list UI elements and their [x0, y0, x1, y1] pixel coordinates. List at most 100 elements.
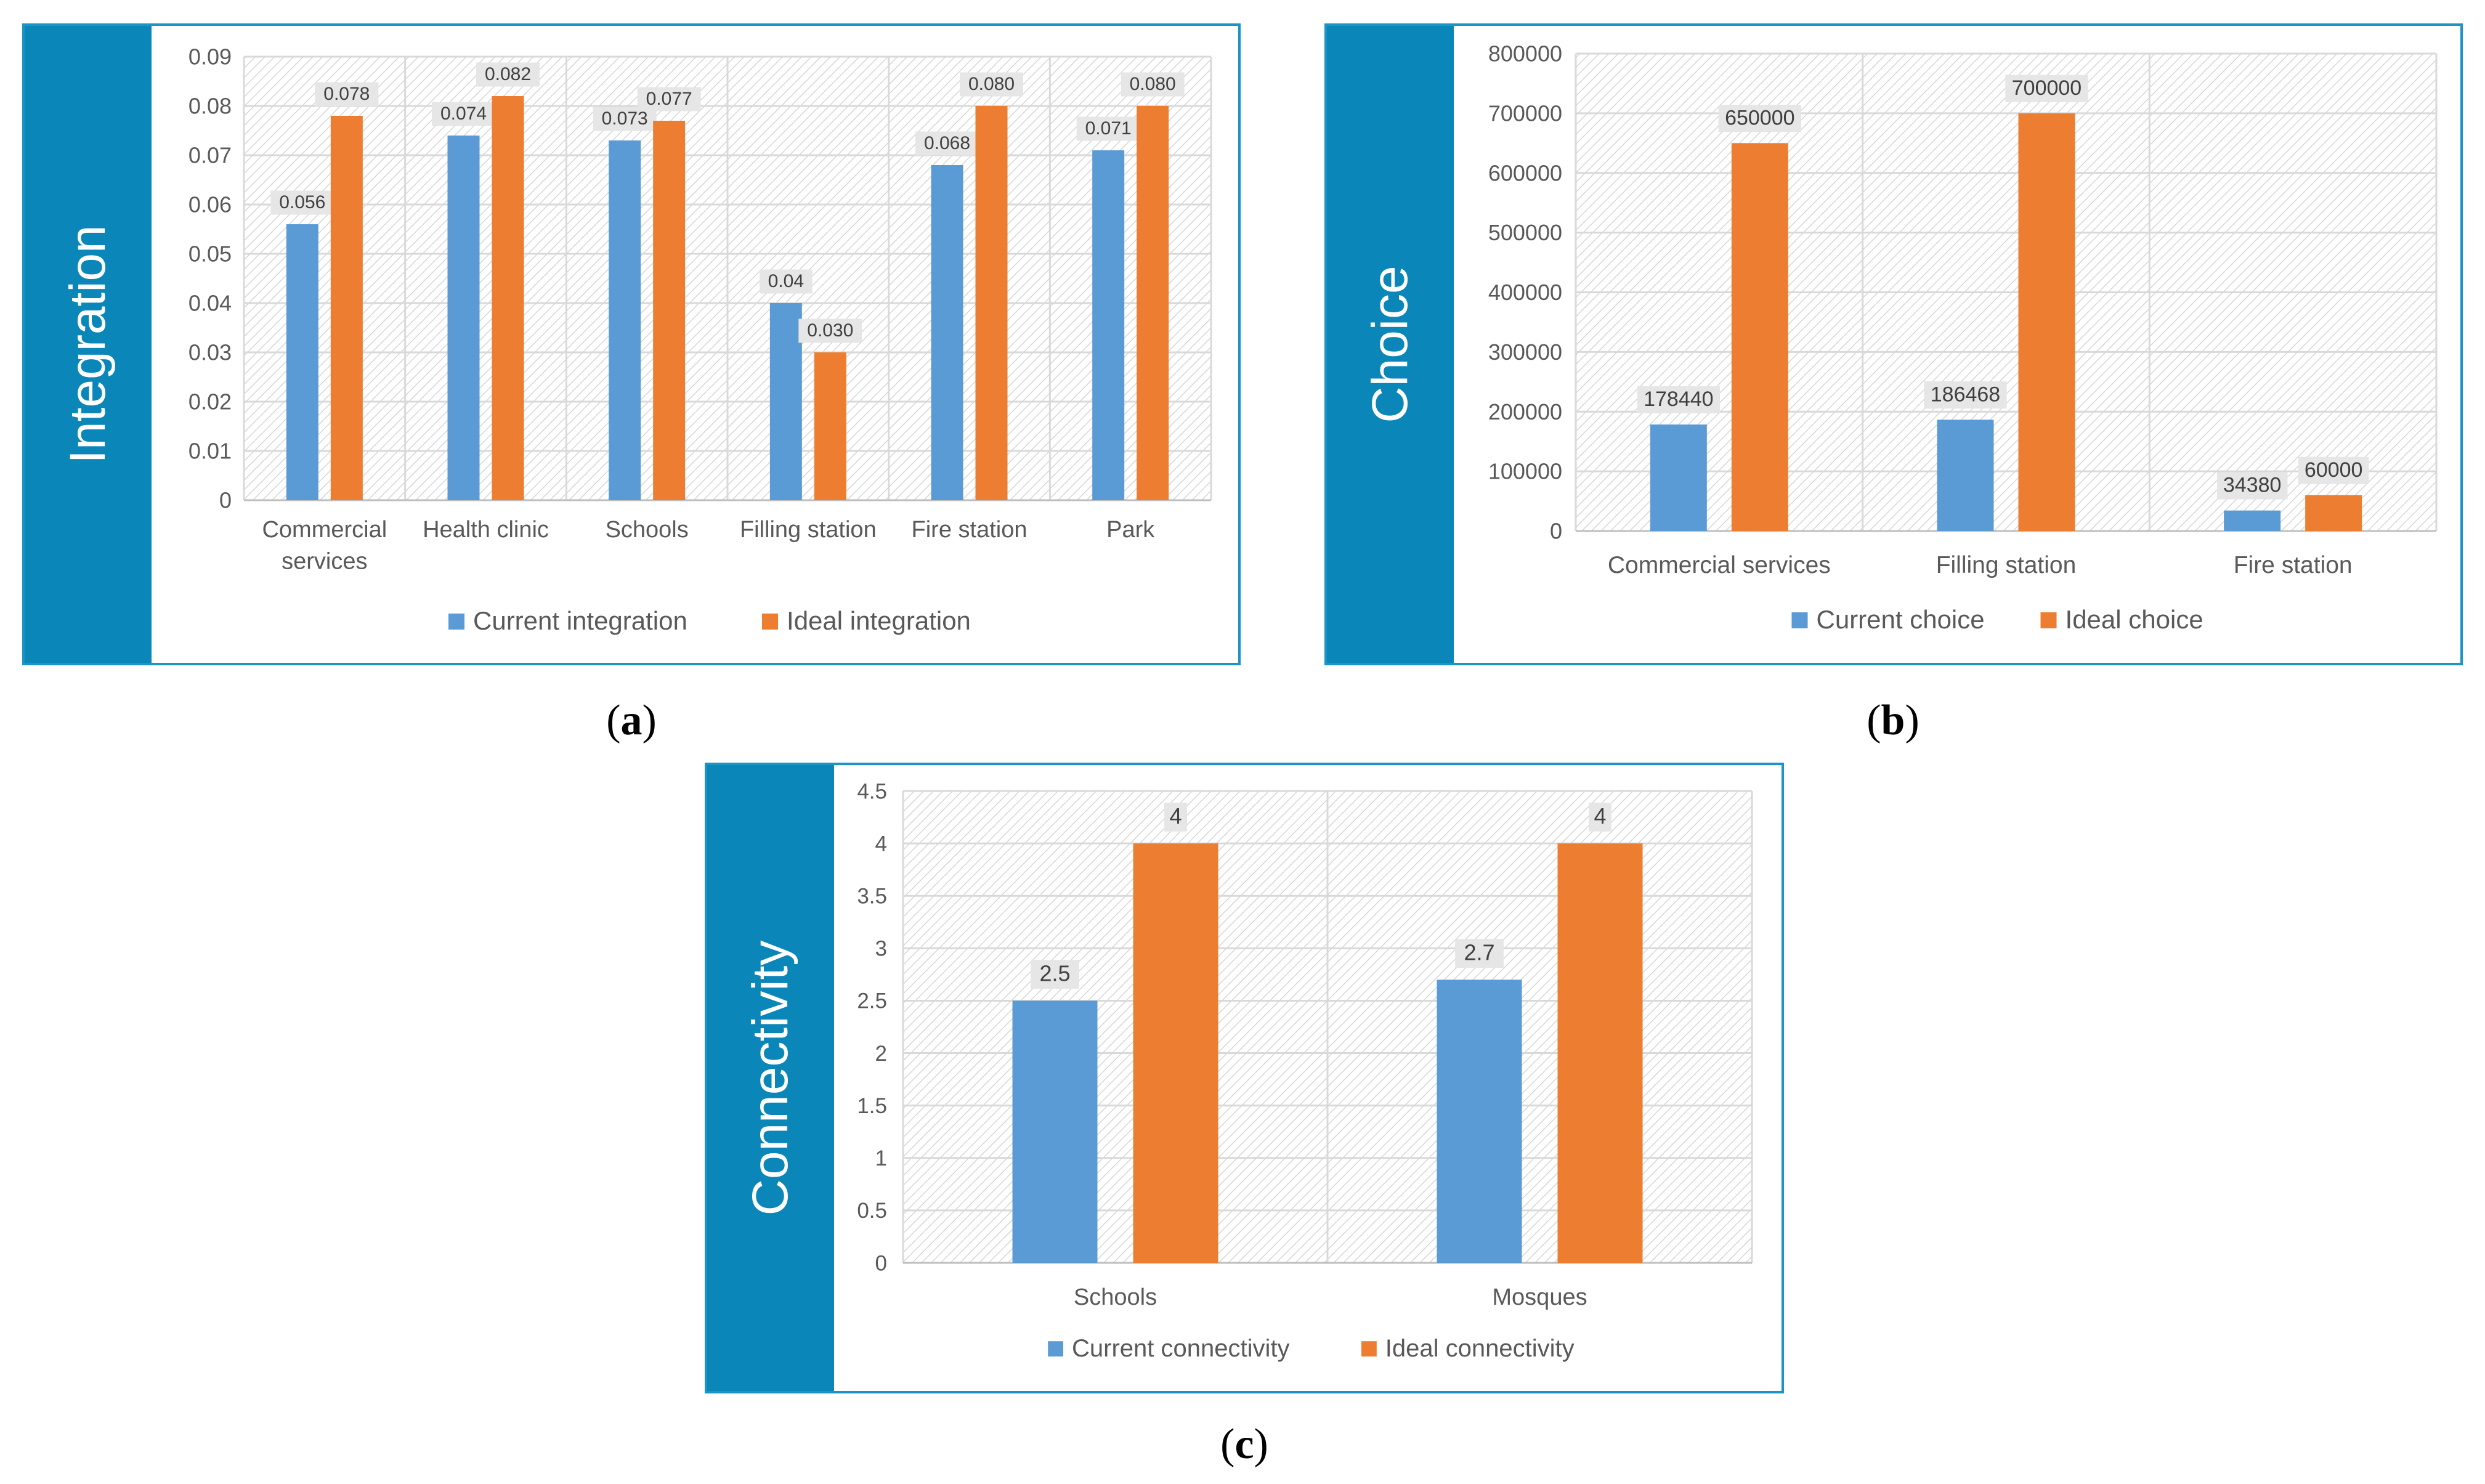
data-label-bg: [476, 62, 540, 87]
data-label-bg: [1164, 802, 1187, 832]
data-label-bg: [1589, 802, 1611, 832]
y-tick-label: 800000: [1488, 41, 1562, 67]
data-label: 2.7: [1464, 939, 1494, 965]
caption-c: (c): [1220, 1421, 1268, 1468]
legend-swatch: [448, 613, 464, 630]
data-label: 0.080: [1130, 74, 1176, 94]
bar: [1650, 424, 1707, 531]
y-tick-label: 0: [875, 1251, 887, 1275]
data-label: 700000: [2012, 76, 2082, 100]
data-label: 0.056: [279, 192, 325, 213]
data-label-bg: [760, 269, 813, 294]
y-tick-label: 2.5: [857, 989, 887, 1013]
x-tick-label: Commercial services: [1608, 552, 1831, 578]
y-tick-label: 0: [219, 488, 232, 513]
bar: [447, 136, 480, 500]
y-tick-label: 300000: [1488, 339, 1562, 365]
data-label-bg: [1031, 960, 1079, 989]
x-tick-label: Filling station: [1936, 552, 2077, 578]
y-tick-label: 600000: [1488, 160, 1562, 185]
connectivity-chart: 0 0.5 1 1.5 2 2.5 3 3.5 4 4.5 2.5 4 Schools 2.7 4 Mosqu…: [857, 779, 1753, 1362]
bar: [1437, 979, 1522, 1263]
bar: [330, 116, 363, 500]
legend-swatch: [1791, 612, 1808, 628]
y-tick-label: 0.06: [189, 192, 232, 217]
data-label-bg: [1076, 116, 1140, 141]
y-axis-title: Integration: [60, 225, 116, 464]
legend-label: Ideal integration: [787, 606, 971, 635]
bar: [492, 96, 524, 500]
x-tick-label: Schools: [606, 517, 689, 543]
bar: [1092, 150, 1125, 500]
bar: [975, 106, 1008, 500]
x-tick-label: services: [282, 548, 367, 574]
y-tick-label: 200000: [1488, 399, 1562, 424]
data-label-bg: [960, 72, 1023, 97]
data-label-bg: [1121, 72, 1185, 97]
x-tick-label: Fire station: [912, 517, 1028, 543]
data-label: 0.077: [646, 89, 692, 109]
y-tick-label: 0: [1550, 519, 1562, 544]
y-tick-label: 0.09: [189, 44, 232, 70]
data-label-bg: [915, 131, 979, 156]
data-label: 650000: [1725, 106, 1794, 129]
legend-label: Ideal connectivity: [1385, 1335, 1575, 1362]
y-tick-label: 0.07: [189, 143, 232, 168]
data-label-bg: [315, 82, 379, 107]
data-label: 0.078: [323, 84, 370, 104]
y-tick-label: 700000: [1488, 100, 1562, 126]
legend-label: Ideal choice: [2065, 605, 2203, 634]
data-label: 186468: [1931, 383, 2000, 406]
data-label: 4: [1169, 803, 1182, 829]
legend-swatch: [1361, 1341, 1377, 1356]
data-label-bg: [2005, 75, 2088, 102]
bar: [1937, 420, 1994, 531]
y-tick-label: 1: [875, 1146, 887, 1170]
x-tick-label: Commercial: [262, 517, 387, 543]
bar: [814, 352, 846, 500]
x-tick-label: Mosques: [1492, 1284, 1587, 1310]
y-tick-label: 0.04: [189, 291, 232, 316]
choice-chart-panel: Choice 0 100000 200000 300000 400000 500000 60…: [1324, 23, 2463, 665]
x-tick-label: Park: [1106, 517, 1155, 543]
choice-chart: 0 100000 200000 300000 400000 500000 600000 700…: [1488, 41, 2438, 634]
bar: [769, 303, 802, 500]
legend-label: Current choice: [1817, 605, 1985, 634]
connectivity-chart-panel: Connectivity 0 0.5 1 1.5 2 2.5 3 3.5 4 4.5 2.5 4 Sch…: [705, 763, 1784, 1393]
bar: [286, 224, 318, 500]
data-label: 34380: [2223, 474, 2282, 497]
x-tick-label: Fire station: [2234, 552, 2353, 578]
bar: [653, 121, 686, 500]
chart-side-band: Connectivity: [707, 765, 834, 1391]
bar: [2224, 510, 2281, 531]
bar: [609, 140, 641, 500]
data-label: 2.5: [1039, 960, 1070, 986]
y-axis-title: Choice: [1362, 266, 1418, 423]
data-label-bg: [270, 190, 334, 215]
data-label: 0.071: [1085, 118, 1132, 139]
legend-swatch: [1048, 1341, 1063, 1356]
y-tick-label: 4: [875, 832, 887, 856]
data-label-bg: [2216, 472, 2288, 500]
data-label: 0.080: [968, 74, 1015, 94]
caption-a: (a): [606, 697, 657, 744]
data-label: 60000: [2305, 458, 2363, 482]
bar: [1731, 143, 1788, 531]
y-tick-label: 0.5: [857, 1199, 887, 1223]
y-tick-label: 500000: [1488, 220, 1562, 245]
y-axis-title: Connectivity: [742, 940, 798, 1216]
data-label: 4: [1594, 803, 1606, 829]
legend-swatch: [2040, 612, 2057, 628]
legend-label: Current integration: [473, 606, 687, 635]
bar: [1133, 843, 1218, 1263]
data-label: 0.030: [807, 320, 853, 341]
y-tick-label: 100000: [1488, 459, 1562, 484]
data-label: 0.082: [485, 64, 531, 84]
integration-chart: 0 0.01 0.02 0.03 0.04 0.05 0.06 0.07 0.08 0.09 0.0…: [189, 44, 1212, 635]
bar: [2018, 113, 2075, 531]
y-tick-label: 2: [875, 1042, 887, 1066]
x-tick-label: Health clinic: [423, 517, 549, 543]
data-label-bg: [798, 318, 862, 343]
y-tick-label: 0.08: [189, 94, 232, 119]
y-tick-label: 1.5: [857, 1094, 887, 1118]
